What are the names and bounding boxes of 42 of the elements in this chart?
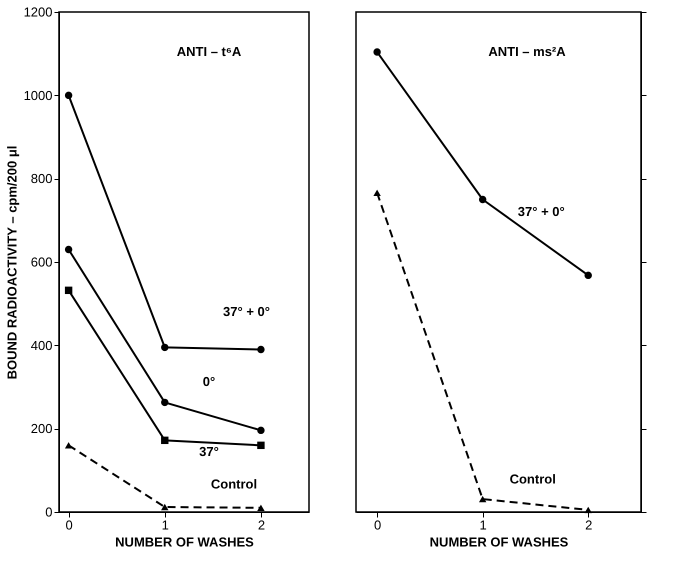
y-tick-label: 600 [30,254,52,270]
point [373,190,381,196]
point [584,506,592,514]
point [64,92,72,100]
point [161,398,168,406]
annotation: 0° [202,374,216,389]
x-tick-label: 1 [162,518,169,532]
point [64,246,72,254]
point [64,286,72,294]
y-tick-label: 0 [45,504,52,520]
point [478,196,486,204]
point [161,504,168,510]
y-tick-label: 800 [30,171,52,186]
annotation: Control [510,472,556,486]
text: ANTI – t⁶A [176,44,242,59]
x-tick-label: 2 [258,518,266,532]
x-tick-label: 1 [480,518,487,532]
point [584,272,592,280]
text: ANTI – ms²A [488,44,566,59]
y-tick-label: 200 [30,421,52,436]
annotation: Control [210,476,258,492]
y-tick-label: 1000 [24,88,52,103]
y-tick-label: 400 [30,338,52,353]
x-tick-label: 0 [66,518,73,532]
point [161,436,168,444]
y-axis-title: BOUND RADIOACTIVITY – cpm/200 μl [4,146,20,380]
point [478,496,486,502]
point [257,442,265,450]
point [257,426,265,434]
point [373,48,381,56]
x-axis-title: NUMBER OF WASHES [115,534,254,550]
point [257,504,265,512]
point [257,346,265,354]
annotation: 37° + 0° [518,204,565,219]
x-tick-label: 2 [585,518,592,532]
annotation: 37° [199,444,219,459]
point [161,344,168,352]
y-tick-label: 1200 [24,4,52,20]
x-tick-label: 0 [374,518,382,532]
point [64,442,72,449]
x-axis-title: NUMBER OF WASHES [430,534,569,550]
annotation: 37° + 0° [223,304,270,319]
